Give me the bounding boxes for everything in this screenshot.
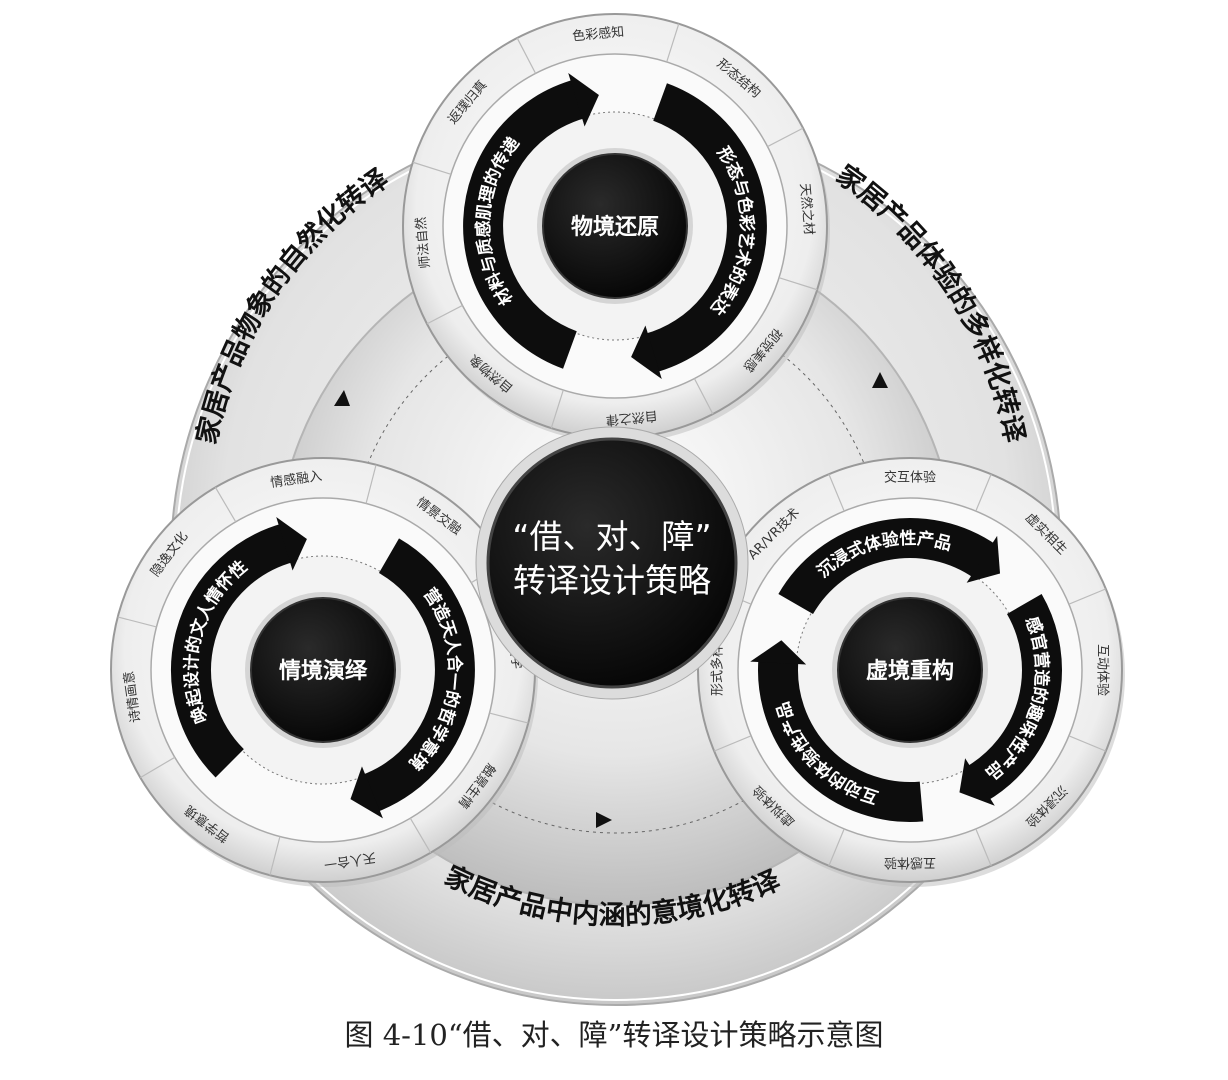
flow-arrow-icon-bottom	[596, 812, 612, 828]
segment-label: 师法自然	[413, 216, 433, 269]
sub-3-band-inner	[965, 594, 1062, 802]
sub-circle-3: 交互体验虚实相生互动体验沉浸体验五感体验虚拟体验形式多样AR/VR技术沉浸式体验…	[697, 457, 1125, 887]
sub-circle-2: 情感融入情景交融禅宗美学触景生情天人合一哲学意境诗情画意隐逸文化唤起设计的文人情…	[110, 457, 538, 887]
band-arrow-icon	[276, 516, 307, 571]
flow-arrow-icon-left	[334, 390, 350, 406]
sub-2-band-inner	[360, 538, 475, 813]
band-arrow-icon	[959, 758, 995, 806]
segment-label: 诗情画意	[121, 670, 144, 724]
band-arrow-icon	[631, 325, 662, 380]
sub-circle-title: 虚境重构	[866, 658, 954, 684]
segment-label: 自然之律	[605, 408, 658, 428]
sub-disc-1	[542, 153, 688, 299]
sub-circle-title: 情境演绎	[279, 658, 368, 684]
segment-label: 色彩感知	[572, 24, 625, 44]
sub-circle-title: 物境还原	[571, 214, 659, 240]
sub-disc-3	[837, 597, 983, 743]
segment-label: 互动体验	[1095, 644, 1111, 696]
sub-2-band-outer	[171, 523, 295, 778]
sub-disc-2	[250, 597, 396, 743]
flow-arrow-icon-right	[872, 372, 888, 388]
sub-circle-1: 色彩感知形态结构天然之材视觉美感自然之律自然物象师法自然返璞归真材料与质感肌理的…	[402, 13, 830, 443]
sub-1-band-inner	[643, 83, 767, 373]
sub-3-band-outer	[778, 518, 998, 615]
segment-label: 天然之材	[797, 183, 817, 236]
center-disc	[486, 437, 738, 689]
segment-label: 五感体验	[884, 855, 936, 871]
center-title-line2: 转译设计策略	[513, 561, 711, 600]
segment-label: 形式多样	[710, 644, 726, 696]
band-arrow-icon	[966, 535, 1001, 583]
segment-label: 天人合一	[323, 849, 377, 871]
figure-caption: 图 4-10“借、对、障”转译设计策略示意图	[344, 1018, 884, 1052]
segment-label: 交互体验	[884, 470, 936, 486]
sub-3-band-left	[758, 656, 924, 822]
segment-label: 情感融入	[269, 468, 323, 491]
band-arrow-icon	[750, 640, 807, 665]
band-arrow-icon	[350, 766, 383, 819]
center-title-line1: “借、对、障”	[512, 517, 711, 556]
sub-1-band-outer	[463, 79, 587, 369]
band-arrow-icon	[568, 72, 599, 127]
